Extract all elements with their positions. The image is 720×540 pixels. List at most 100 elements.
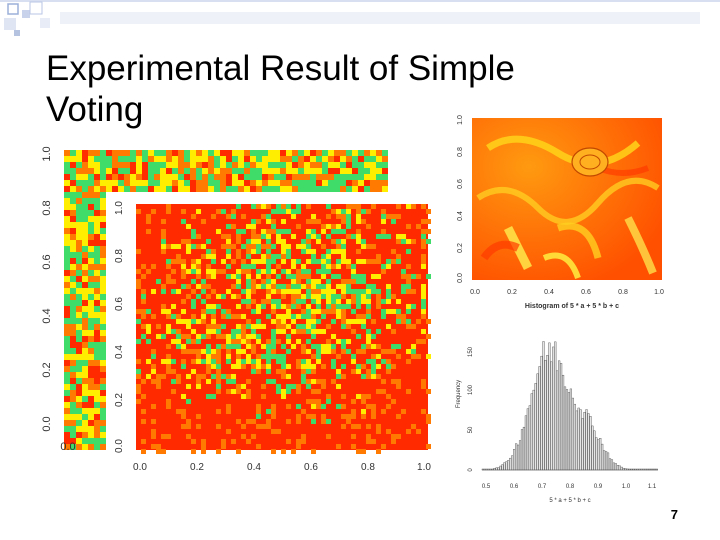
histogram-bar (581, 418, 584, 471)
histogram-bar (554, 341, 557, 471)
histogram-x-tick: 1.1 (648, 484, 657, 490)
orange-y-tick: 0.6 (457, 179, 464, 189)
histogram-bar (597, 439, 600, 471)
front-heatmap-plot: 1.0 0.8 0.6 0.4 0.2 0.0 0.0 0.2 0.4 0.6 … (114, 201, 431, 473)
histogram-bar (499, 465, 502, 471)
histogram-bar (604, 451, 608, 471)
histogram-bar (569, 388, 572, 471)
page-number: 7 (670, 507, 678, 522)
orange-x-tick: 0.2 (507, 289, 517, 296)
histogram-bar (503, 462, 506, 471)
histogram-y-tick: 50 (468, 426, 474, 433)
back-x-tick: 0.0 (60, 441, 75, 453)
orange-x-tick: 0.0 (470, 289, 480, 296)
histogram-bar (513, 449, 516, 471)
histogram-bar (505, 461, 508, 471)
histogram-bar (520, 429, 524, 471)
orange-y-tick: 1.0 (457, 115, 464, 125)
histogram-bar (616, 465, 619, 471)
orange-y-tick: 0.8 (457, 147, 464, 157)
histogram-bar (575, 410, 578, 471)
orange-x-tick: 0.8 (618, 289, 628, 296)
front-x-axis: 0.0 0.2 0.4 0.6 0.8 1.0 (133, 462, 431, 473)
histogram-bar (620, 466, 623, 471)
histogram-bar (518, 440, 522, 471)
decorative-squares (0, 0, 720, 36)
front-x-tick: 0.6 (304, 462, 318, 473)
front-y-tick: 0.4 (114, 345, 125, 359)
back-y-axis: 1.0 0.8 0.6 0.4 0.2 0.0 (41, 146, 53, 431)
histogram-bar (548, 342, 551, 471)
histogram-bar (526, 408, 529, 471)
histogram-ylabel: Frequency (456, 380, 462, 408)
histogram-x-tick: 1.0 (622, 484, 631, 490)
front-heatmap-image (136, 204, 431, 454)
histogram-x-tick: 0.5 (482, 484, 491, 490)
histogram-bar (542, 341, 545, 471)
histogram-bar (606, 452, 610, 471)
histogram-bar (563, 386, 567, 471)
histogram-bar (585, 409, 588, 471)
front-y-tick: 0.8 (114, 249, 125, 263)
histogram-bar (556, 370, 559, 471)
histogram-bar (497, 467, 500, 471)
histogram-plot: Frequency 0 50 100 150 0.5 0.6 0.7 0.8 0… (456, 341, 658, 504)
histogram-bar (601, 443, 604, 471)
front-y-tick: 0.0 (114, 439, 125, 453)
histogram-bar (530, 393, 533, 471)
histogram-bars (481, 341, 658, 471)
histogram-bar (560, 363, 563, 471)
histogram-bar (595, 437, 598, 471)
histogram-bar (561, 374, 565, 471)
histogram-x-axis: 0.5 0.6 0.7 0.8 0.9 1.0 1.1 (482, 484, 657, 490)
histogram-bar (583, 412, 586, 471)
histogram-x-tick: 0.8 (566, 484, 575, 490)
histogram-x-tick: 0.9 (594, 484, 603, 490)
back-y-tick: 0.0 (41, 416, 53, 431)
histogram-bar (501, 464, 504, 471)
orange-x-tick: 0.4 (544, 289, 554, 296)
front-x-tick: 1.0 (417, 462, 431, 473)
histogram-bar (495, 467, 498, 471)
front-x-tick: 0.0 (133, 462, 147, 473)
histogram-bar (558, 360, 561, 471)
histogram-x-tick: 0.7 (538, 484, 547, 490)
histogram-bar (591, 425, 594, 471)
histogram-bar (603, 450, 606, 471)
histogram-bar (579, 409, 582, 471)
histogram-bar (565, 389, 569, 471)
histogram-y-axis: 0 50 100 150 (468, 346, 474, 471)
histogram-y-tick: 0 (468, 468, 474, 472)
histogram-x-tick: 0.6 (510, 484, 519, 490)
histogram-xlabel: 5 * a + 5 * b + c (549, 498, 590, 504)
histogram-bar (577, 407, 580, 471)
front-x-tick: 0.2 (190, 462, 204, 473)
orange-y-tick: 0.4 (457, 211, 464, 221)
histogram-bar (524, 415, 527, 471)
histogram-bar (536, 373, 539, 471)
histogram-bar (507, 460, 510, 471)
back-y-tick: 0.4 (41, 308, 53, 323)
orange-y-tick: 0.2 (457, 243, 464, 253)
histogram-bar (587, 413, 590, 471)
histogram-bar (516, 444, 520, 471)
back-y-tick: 0.2 (41, 362, 53, 377)
orange-y-axis: 1.0 0.8 0.6 0.4 0.2 0.0 (457, 115, 464, 283)
histogram-bar (522, 426, 526, 471)
histogram-bar (552, 346, 555, 471)
histogram-bar (515, 443, 518, 471)
orange-heatmap-image (472, 118, 662, 280)
histogram-bar (550, 361, 553, 471)
histogram-bar (540, 355, 543, 471)
front-x-tick: 0.4 (247, 462, 261, 473)
front-y-tick: 0.2 (114, 393, 125, 407)
histogram-bar (599, 438, 602, 471)
histogram-bar (567, 392, 571, 471)
histogram-bar (614, 463, 617, 471)
histogram-bar (589, 416, 592, 471)
back-y-tick: 0.6 (41, 254, 53, 269)
histogram-bar (612, 462, 615, 471)
histogram-bar (534, 383, 537, 471)
histogram-bar (593, 430, 596, 471)
histogram-bar (610, 459, 614, 471)
